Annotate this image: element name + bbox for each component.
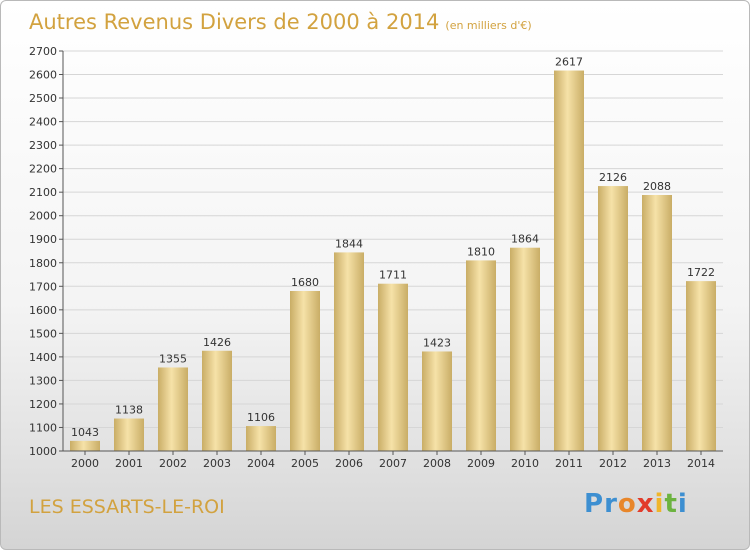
x-tick-label: 2014	[687, 457, 715, 470]
y-tick-label: 1400	[29, 351, 57, 364]
bar	[70, 440, 100, 451]
bar-value-label: 1043	[71, 426, 99, 439]
y-tick-label: 1500	[29, 327, 57, 340]
x-tick-label: 2011	[555, 457, 583, 470]
bar-value-label: 1680	[291, 276, 319, 289]
bar-value-label: 1844	[335, 237, 363, 250]
city-name: LES ESSARTS-LE-ROI	[29, 496, 225, 518]
bar	[466, 260, 496, 451]
bar	[158, 367, 188, 451]
bar-value-label: 1355	[159, 352, 187, 365]
bar-value-label: 1138	[115, 404, 143, 417]
y-tick-label: 1800	[29, 257, 57, 270]
bar-value-label: 2088	[643, 180, 671, 193]
y-tick-label: 1100	[29, 421, 57, 434]
y-tick-label: 2100	[29, 186, 57, 199]
bar	[114, 418, 144, 451]
y-tick-label: 1300	[29, 374, 57, 387]
x-tick-label: 2006	[335, 457, 363, 470]
y-tick-label: 2000	[29, 210, 57, 223]
x-tick-label: 2005	[291, 457, 319, 470]
chart-title-text: Autres Revenus Divers de 2000 à 2014	[29, 10, 440, 34]
logo-letter: i	[677, 489, 688, 519]
logo-letter: x	[636, 489, 655, 519]
bar	[642, 195, 672, 451]
bar	[290, 291, 320, 451]
y-tick-label: 1900	[29, 233, 57, 246]
y-tick-label: 2500	[29, 92, 57, 105]
x-tick-label: 2003	[203, 457, 231, 470]
logo-letter: r	[604, 489, 618, 519]
bar	[334, 252, 364, 451]
bar	[422, 351, 452, 451]
bar	[246, 426, 276, 451]
y-tick-label: 2400	[29, 116, 57, 129]
y-tick-label: 2600	[29, 69, 57, 82]
bar-value-label: 1423	[423, 336, 451, 349]
x-tick-label: 2008	[423, 457, 451, 470]
logo-letter: o	[617, 489, 637, 519]
x-axis-ticks: 2000 2001 2002 2003 2004 2005 2006 2007 2008 2009…	[63, 450, 723, 470]
logo-letter: i	[654, 489, 665, 519]
bar-value-label: 1711	[379, 269, 407, 282]
bar	[202, 350, 232, 451]
x-tick-label: 2013	[643, 457, 671, 470]
y-tick-label: 2300	[29, 139, 57, 152]
bar-value-label: 1810	[467, 245, 495, 258]
x-tick-label: 2009	[467, 457, 495, 470]
logo-letter: P	[584, 489, 605, 519]
y-tick-label: 1700	[29, 280, 57, 293]
logo-letter: t	[664, 489, 678, 519]
bar-value-label: 2126	[599, 171, 627, 184]
y-tick-label: 1000	[29, 445, 57, 458]
bar-value-label: 1426	[203, 336, 231, 349]
y-axis-ticks: 1000 1100 1200 1300 1400 1500 1600 1700 1800 1900…	[29, 45, 64, 458]
chart-subtitle: (en milliers d'€)	[445, 19, 532, 32]
x-tick-label: 2002	[159, 457, 187, 470]
bar-value-label: 1722	[687, 266, 715, 279]
bar	[686, 281, 716, 451]
x-tick-label: 2000	[71, 457, 99, 470]
x-tick-label: 2007	[379, 457, 407, 470]
x-tick-label: 2001	[115, 457, 143, 470]
y-tick-label: 2700	[29, 45, 57, 58]
bar	[378, 283, 408, 451]
gridlines	[63, 50, 723, 452]
y-tick-label: 1600	[29, 304, 57, 317]
bar-value-label: 2617	[555, 56, 583, 69]
bar	[554, 70, 584, 451]
y-tick-label: 1200	[29, 398, 57, 411]
y-tick-label: 2200	[29, 163, 57, 176]
bar	[510, 247, 540, 451]
x-tick-label: 2010	[511, 457, 539, 470]
bars: 1043 1138 1355 1426 1106 1680 1844 1711 1423 1810…	[70, 56, 716, 451]
proxiti-logo: Proxiti	[584, 489, 688, 519]
bar	[598, 186, 628, 451]
bar-value-label: 1864	[511, 233, 539, 246]
x-tick-label: 2012	[599, 457, 627, 470]
chart-title: Autres Revenus Divers de 2000 à 2014 (en …	[29, 10, 532, 34]
x-tick-label: 2004	[247, 457, 275, 470]
bar-value-label: 1106	[247, 411, 275, 424]
